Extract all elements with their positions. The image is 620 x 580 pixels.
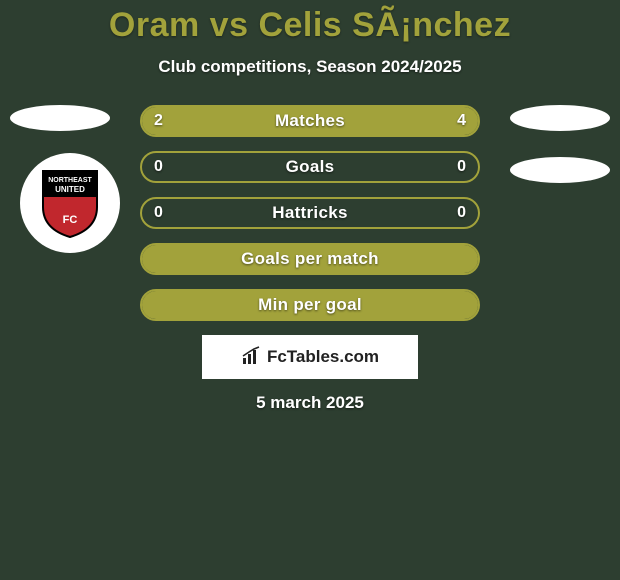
stat-label: Min per goal xyxy=(142,291,478,319)
badge-text-top: NORTHEAST xyxy=(48,177,92,184)
player-right-placeholder-2 xyxy=(510,157,610,183)
stat-row: 00Goals xyxy=(140,151,480,183)
northeast-united-shield-icon: NORTHEAST UNITED FC xyxy=(39,167,101,239)
stat-label: Goals per match xyxy=(142,245,478,273)
stat-row: 00Hattricks xyxy=(140,197,480,229)
badge-text-mid: UNITED xyxy=(55,185,85,194)
brand-badge: FcTables.com xyxy=(202,335,418,379)
stat-row: Min per goal xyxy=(140,289,480,321)
subtitle: Club competitions, Season 2024/2025 xyxy=(0,57,620,77)
comparison-card: Oram vs Celis SÃ¡nchez Club competitions… xyxy=(0,0,620,413)
generation-date: 5 march 2025 xyxy=(0,393,620,413)
stat-label: Hattricks xyxy=(142,199,478,227)
brand-text: FcTables.com xyxy=(267,347,379,367)
stat-label: Matches xyxy=(142,107,478,135)
stat-label: Goals xyxy=(142,153,478,181)
page-title: Oram vs Celis SÃ¡nchez xyxy=(0,6,620,45)
badge-text-fc: FC xyxy=(63,214,78,226)
stats-area: NORTHEAST UNITED FC 24Matches 00Goals 00Ha… xyxy=(0,105,620,321)
player-right-placeholder-1 xyxy=(510,105,610,131)
stat-row: Goals per match xyxy=(140,243,480,275)
player-left-placeholder-1 xyxy=(10,105,110,131)
club-left-badge: NORTHEAST UNITED FC xyxy=(20,153,120,253)
bar-chart-icon xyxy=(241,346,263,368)
stat-row: 24Matches xyxy=(140,105,480,137)
